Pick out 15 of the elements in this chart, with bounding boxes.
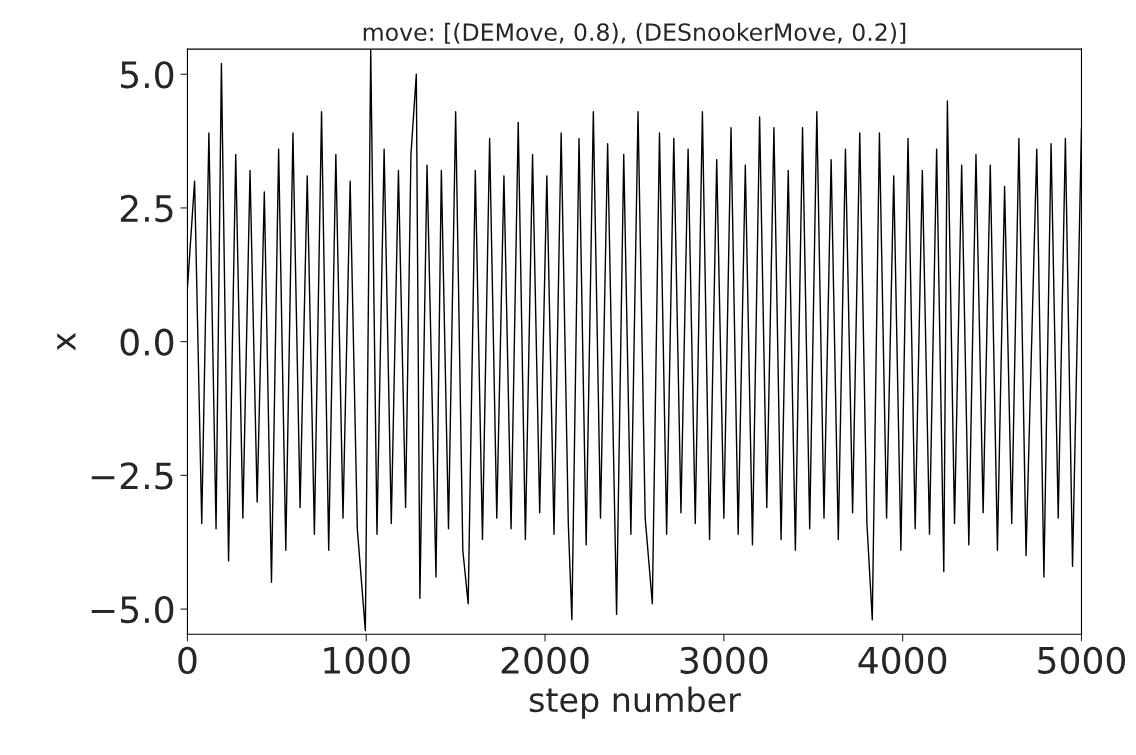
- x-tick-label: 4000: [858, 646, 947, 674]
- x-tick-label: 2000: [501, 646, 589, 674]
- y-tick-label: 2.5: [120, 194, 173, 223]
- y-tick-label: 5.0: [120, 61, 174, 89]
- x-tick-label: 5000: [1038, 646, 1126, 674]
- x-axis-title: step number: [529, 686, 741, 719]
- x-tick-label: 0: [178, 646, 197, 674]
- line-series: [187, 49, 1082, 632]
- chart-title: move: [(DEMove, 0.8), (DESnookerMove, 0.2)]: [363, 22, 906, 44]
- y-tick-label: −2.5: [91, 462, 173, 490]
- y-axis-title: x: [57, 332, 76, 351]
- y-tick-label: 0.0: [120, 328, 174, 356]
- x-tick-label: 1000: [324, 646, 410, 674]
- x-tick-label: 3000: [680, 646, 768, 674]
- y-tick-label: −5.0: [91, 595, 174, 624]
